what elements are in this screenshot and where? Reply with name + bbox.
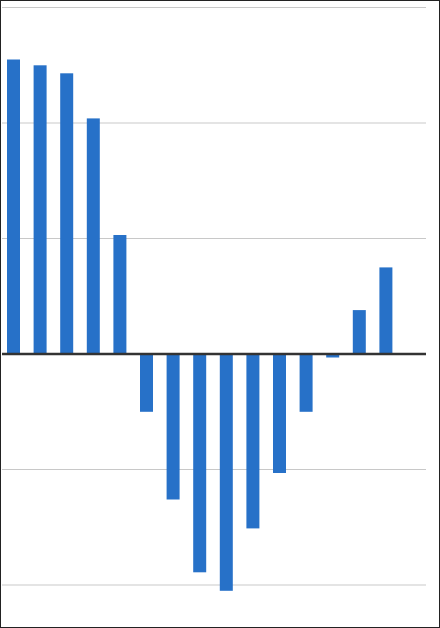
bar-13 (326, 354, 340, 358)
bar-1 (7, 59, 20, 354)
bar-5 (113, 235, 127, 354)
bar-14 (352, 310, 366, 354)
bar-12 (299, 354, 313, 412)
bar-7 (166, 354, 180, 500)
bar-2 (33, 65, 47, 355)
bar-3 (60, 73, 74, 355)
bar-15 (379, 267, 393, 354)
bar-8 (193, 354, 207, 573)
bar-6 (140, 354, 153, 412)
bar-9 (219, 354, 233, 591)
bars (7, 59, 393, 591)
bar-4 (86, 118, 100, 355)
bar-11 (273, 354, 286, 473)
bar-10 (246, 354, 260, 529)
